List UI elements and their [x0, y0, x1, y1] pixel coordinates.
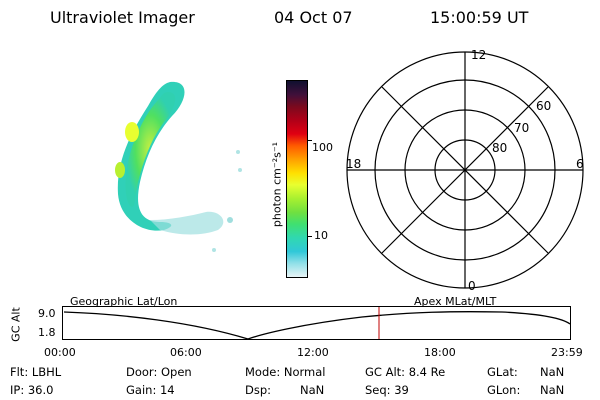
time-label: 15:00:59 UT: [430, 8, 529, 27]
filter-info: Flt: LBHL: [10, 365, 62, 379]
timeline-ytick-high: 9.0: [38, 307, 56, 320]
lat-label-80: 80: [492, 141, 507, 155]
altitude-curve: [63, 311, 571, 340]
glon-value: NaN: [540, 383, 565, 397]
timeline-ytick-low: 1.8: [38, 326, 56, 339]
colorbar-tick-10: 10: [314, 229, 328, 242]
aurora-core-band: [125, 92, 176, 207]
mode-info: Mode: Normal: [245, 365, 326, 379]
colorbar-tick-100: 100: [312, 141, 333, 154]
date-label: 04 Oct 07: [274, 8, 353, 27]
mlt-label-6: 6: [576, 157, 584, 171]
timeline-left-title: Geographic Lat/Lon: [70, 295, 178, 308]
timeline-xtick-0: 00:00: [44, 346, 76, 359]
colorbar: [286, 80, 308, 278]
timeline-axis-label: GC Alt: [9, 307, 23, 342]
timeline-right-title: Apex MLat/MLT: [414, 295, 497, 308]
dsp-label: Dsp:: [245, 383, 272, 397]
dsp-value: NaN: [300, 383, 325, 397]
aurora-hotspot: [125, 122, 139, 142]
gc-alt-info: GC Alt: 8.4 Re: [365, 365, 446, 379]
timeline-plot: [62, 306, 571, 340]
lat-label-70: 70: [514, 121, 529, 135]
seq-info: Seq: 39: [365, 383, 409, 397]
instrument-title: Ultraviolet Imager: [50, 8, 195, 27]
polar-diagonal-2: [381, 86, 549, 254]
lat-label-60: 60: [536, 99, 551, 113]
timeline-xtick-2: 12:00: [297, 346, 329, 359]
aurora-image: [115, 81, 242, 252]
aurora-outer-band: [117, 81, 185, 231]
colorbar-label: photon cm⁻²s⁻¹: [270, 141, 284, 228]
timeline-xtick-4: 23:59: [551, 346, 583, 359]
timeline-xtick-1: 06:00: [170, 346, 202, 359]
polar-plot: 12 18 6 0 60 70 80: [346, 48, 584, 293]
door-info: Door: Open: [126, 365, 192, 379]
ip-info: IP: 36.0: [10, 383, 54, 397]
mlt-label-0: 0: [468, 279, 476, 293]
timeline-xtick-3: 18:00: [424, 346, 456, 359]
timeline-frame: [62, 306, 571, 340]
glat-label: GLat:: [487, 365, 518, 379]
glat-value: NaN: [540, 365, 565, 379]
mlt-label-12: 12: [471, 48, 486, 62]
colorbar-gradient: [287, 81, 307, 277]
mlt-label-18: 18: [346, 157, 361, 171]
gain-info: Gain: 14: [126, 383, 175, 397]
glon-label: GLon:: [487, 383, 521, 397]
